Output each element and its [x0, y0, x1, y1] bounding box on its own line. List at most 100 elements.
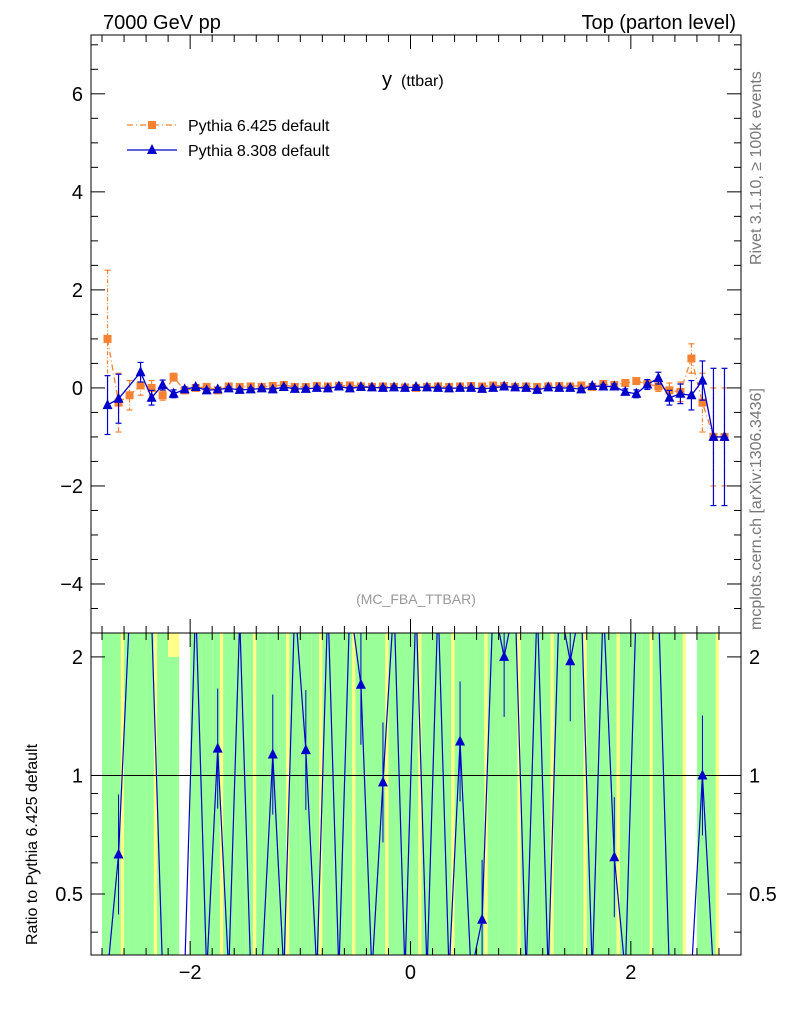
ratio-band-inner: [531, 633, 543, 955]
ratio-band-inner: [476, 633, 485, 955]
main-y-tick-label: −2: [60, 476, 83, 498]
legend: Pythia 6.425 default Pythia 8.308 defaul…: [127, 118, 330, 160]
data-point-pythia8: [697, 374, 708, 385]
data-point-pythia8: [300, 382, 311, 393]
ratio-band-inner: [201, 633, 213, 955]
ratio-band-inner: [432, 633, 444, 955]
ratio-band-inner: [674, 633, 683, 955]
data-point-pythia8: [355, 380, 366, 391]
data-point-pythia8: [466, 381, 477, 392]
ratio-band-inner: [168, 656, 180, 955]
ratio-band-inner: [421, 633, 433, 955]
ratio-band-inner: [311, 633, 320, 955]
data-point-pythia8: [708, 430, 719, 441]
data-point-pythia6: [632, 377, 641, 386]
ratio-data-point: [300, 744, 311, 755]
ratio-y-tick-label: 2: [72, 647, 83, 669]
data-point-pythia8: [620, 385, 631, 396]
data-point-pythia8: [411, 380, 421, 391]
data-point-pythia8: [576, 383, 587, 394]
legend-marker-pythia6: [148, 121, 156, 129]
ratio-band-inner: [344, 633, 353, 955]
data-point-pythia8: [245, 383, 256, 394]
data-point-pythia8: [422, 381, 433, 392]
ratio-band-inner: [102, 633, 114, 955]
data-point-pythia8: [686, 389, 697, 400]
ratio-band-inner: [157, 633, 169, 955]
ratio-band-inner: [333, 633, 345, 955]
data-point-pythia8: [499, 380, 510, 391]
ratio-band-inner: [597, 633, 609, 955]
data-point-pythia8: [477, 382, 488, 393]
legend-label-pythia6: Pythia 6.425 default: [188, 118, 330, 135]
ratio-band-inner: [388, 633, 400, 955]
ratio-y-tick-label: 1: [72, 765, 83, 787]
data-point-pythia8: [609, 380, 620, 391]
data-point-pythia8: [642, 378, 653, 389]
ratio-band-inner: [630, 633, 642, 955]
ratio-band-inner: [146, 633, 154, 955]
data-point-pythia6: [103, 334, 112, 343]
data-point-pythia8: [223, 382, 234, 393]
data-point-pythia8: [190, 380, 201, 391]
analysis-watermark: (MC_FBA_TTBAR): [356, 591, 476, 607]
ratio-y-tick-label: 0.5: [55, 884, 83, 906]
data-point-pythia8: [598, 380, 609, 391]
ratio-y-tick-label-right: 0.5: [749, 884, 777, 906]
ratio-series-group: [108, 633, 714, 955]
ratio-band-inner: [135, 633, 147, 955]
data-point-pythia8: [510, 381, 521, 392]
data-point-pythia8: [333, 380, 344, 391]
data-point-pythia6: [147, 383, 156, 392]
data-point-pythia8: [554, 381, 565, 392]
main-y-tick-label: 2: [72, 280, 83, 302]
ratio-plot-panel: Ratio to Pythia 6.425 default 0.5 0.5 1 1 2 2…: [24, 632, 777, 984]
ratio-data-point: [455, 735, 466, 746]
ratio-band-inner: [509, 633, 518, 955]
ratio-x-tick-label: −2: [179, 962, 202, 984]
data-point-pythia8: [344, 382, 355, 393]
data-point-pythia8: [675, 387, 686, 398]
ratio-band-inner: [641, 633, 650, 955]
legend-entry-pythia6: Pythia 6.425 default: [127, 118, 330, 135]
data-point-pythia8: [399, 381, 410, 392]
ratio-band-inner: [443, 633, 452, 955]
data-point-pythia8: [201, 384, 212, 395]
ratio-band-inner: [652, 633, 664, 955]
data-point-pythia8: [532, 383, 543, 394]
data-point-pythia6: [158, 391, 167, 400]
data-point-pythia8: [179, 383, 190, 394]
data-point-pythia6: [687, 354, 696, 363]
main-y-tick-label: 4: [72, 182, 83, 204]
data-point-pythia6: [621, 379, 630, 388]
rivet-label: Rivet 3.1.10, ≥ 100k events: [748, 71, 765, 265]
legend-label-pythia8: Pythia 8.308 default: [188, 143, 330, 160]
main-y-tick-label: 0: [72, 378, 83, 400]
data-point-pythia8: [543, 381, 554, 392]
data-point-pythia8: [719, 430, 730, 441]
ratio-band-inner: [113, 633, 121, 955]
ratio-band-inner: [564, 633, 576, 955]
plot-title: y: [382, 69, 392, 91]
data-point-pythia8: [377, 381, 388, 392]
ratio-band-inner: [355, 633, 367, 955]
data-point-pythia6: [698, 398, 707, 407]
data-point-pythia8: [388, 381, 399, 392]
data-point-pythia8: [521, 381, 532, 392]
ratio-data-point: [212, 742, 223, 753]
data-point-pythia8: [135, 366, 146, 377]
data-point-pythia8: [157, 378, 168, 389]
header-right: Top (parton level): [581, 12, 736, 34]
ratio-band-inner: [608, 633, 617, 955]
ratio-band-inner: [619, 633, 631, 955]
ratio-band-inner: [289, 633, 301, 955]
ratio-data-point: [477, 913, 488, 924]
ratio-y-tick-label-right: 1: [749, 765, 760, 787]
ratio-band-inner: [245, 633, 253, 955]
data-point-pythia8: [488, 381, 499, 392]
data-point-pythia8: [289, 382, 300, 393]
ratio-band-inner: [278, 633, 286, 955]
data-point-pythia8: [234, 383, 245, 394]
data-point-pythia8: [278, 380, 289, 391]
data-point-pythia8: [433, 381, 444, 392]
